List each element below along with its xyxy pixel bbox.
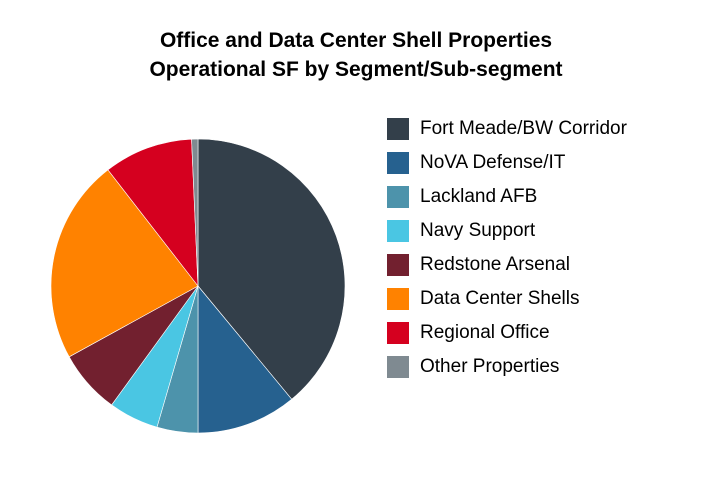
pie-slice-other-properties	[191, 138, 199, 287]
chart-title: Office and Data Center Shell Properties …	[0, 26, 712, 84]
pie-slice-data-center-shells	[50, 169, 199, 358]
chart-legend: Fort Meade/BW Corridor NoVA Defense/IT Lac…	[387, 112, 707, 384]
legend-swatch	[387, 288, 409, 310]
legend-label: NoVA Defense/IT	[420, 152, 566, 173]
legend-label: Navy Support	[420, 220, 536, 241]
legend-item-fort-meade-bw-corridor: Fort Meade/BW Corridor	[387, 112, 707, 146]
legend-swatch	[387, 322, 409, 344]
legend-label: Regional Office	[420, 322, 550, 343]
legend-item-redstone-arsenal: Redstone Arsenal	[387, 248, 707, 282]
legend-swatch	[387, 220, 409, 242]
legend-swatch	[387, 186, 409, 208]
legend-swatch	[387, 254, 409, 276]
chart-title-line-2: Operational SF by Segment/Sub-segment	[149, 58, 563, 81]
legend-item-navy-support: Navy Support	[387, 214, 707, 248]
pie-slice-fort-meade-bw-corridor	[197, 138, 346, 400]
legend-label: Redstone Arsenal	[420, 254, 570, 275]
legend-label: Fort Meade/BW Corridor	[420, 118, 627, 139]
legend-swatch	[387, 356, 409, 378]
legend-label: Lackland AFB	[420, 186, 538, 207]
legend-swatch	[387, 152, 409, 174]
legend-item-regional-office: Regional Office	[387, 316, 707, 350]
legend-item-other-properties: Other Properties	[387, 350, 707, 384]
pie-slice-regional-office	[107, 138, 199, 287]
legend-label: Data Center Shells	[420, 288, 580, 309]
chart-title-line-1: Office and Data Center Shell Properties	[159, 29, 553, 52]
legend-swatch	[387, 118, 409, 140]
legend-item-data-center-shells: Data Center Shells	[387, 282, 707, 316]
legend-label: Other Properties	[420, 356, 560, 377]
legend-item-nova-defense-it: NoVA Defense/IT	[387, 146, 707, 180]
pie-slice-nova-defense-it	[197, 285, 293, 434]
legend-item-lackland-afb: Lackland AFB	[387, 180, 707, 214]
